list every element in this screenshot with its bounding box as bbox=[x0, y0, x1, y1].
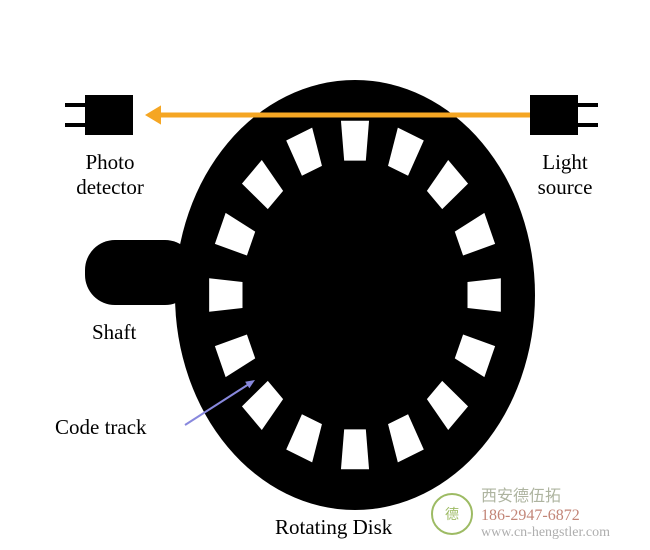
diagram-svg bbox=[30, 20, 620, 530]
watermark-company: 西安德伍拓 bbox=[481, 487, 610, 506]
watermark-phone: 186-2947-6872 bbox=[481, 506, 610, 525]
code-track-label: Code track bbox=[55, 415, 147, 440]
light-source-label: Light source bbox=[520, 150, 610, 200]
watermark: 西安德伍拓 186-2947-6872 www.cn-hengstler.com bbox=[431, 487, 610, 542]
watermark-logo-icon bbox=[431, 493, 473, 535]
photo-detector-label: Photo detector bbox=[50, 150, 170, 200]
photo-detector-box bbox=[85, 95, 133, 135]
shaft-label: Shaft bbox=[92, 320, 136, 345]
light-source-box bbox=[530, 95, 578, 135]
watermark-url: www.cn-hengstler.com bbox=[481, 525, 610, 542]
rotating-disk-label: Rotating Disk bbox=[275, 515, 392, 540]
encoder-diagram: Photo detector Light source Shaft Code t… bbox=[30, 20, 620, 530]
watermark-text: 西安德伍拓 186-2947-6872 www.cn-hengstler.com bbox=[481, 487, 610, 542]
